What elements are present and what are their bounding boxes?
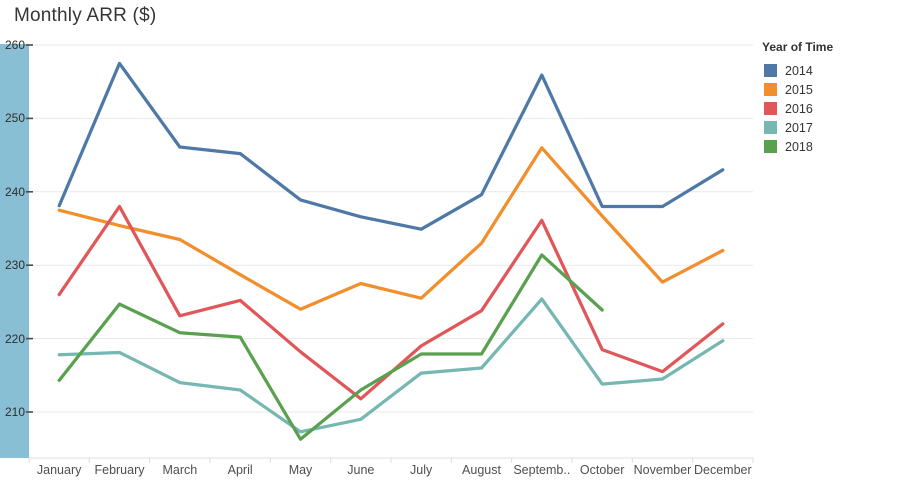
x-tick-label[interactable]: May: [288, 463, 313, 477]
y-tick-label[interactable]: 210: [4, 405, 25, 419]
legend-swatch: [764, 140, 777, 153]
legend-title: Year of Time: [762, 40, 834, 54]
legend-item-2016[interactable]: 2016: [762, 99, 897, 118]
x-tick-label[interactable]: October: [579, 463, 625, 477]
y-tick-label[interactable]: 260: [4, 38, 25, 52]
legend-swatch: [764, 64, 777, 77]
legend: Year of Time 2014 2015 2016 2017 2018: [762, 40, 897, 156]
series-line-2014[interactable]: [57, 61, 725, 231]
legend-label: 2014: [785, 63, 813, 78]
x-tick-label[interactable]: March: [162, 463, 198, 477]
legend-label: 2018: [785, 139, 813, 154]
x-tick-label[interactable]: July: [410, 463, 433, 477]
y-axis-highlight-band[interactable]: [0, 44, 29, 458]
x-tick-label[interactable]: November: [633, 463, 692, 477]
y-tick-label[interactable]: 220: [4, 331, 25, 346]
x-tick-label[interactable]: Septemb..: [513, 463, 571, 477]
x-tick-label[interactable]: February: [94, 463, 145, 477]
series-line-2018[interactable]: [57, 253, 604, 441]
series-line-2017[interactable]: [57, 297, 725, 434]
legend-item-2017[interactable]: 2017: [762, 118, 897, 137]
series-line-2015[interactable]: [57, 146, 725, 311]
x-tick-label[interactable]: June: [347, 463, 375, 477]
legend-item-2018[interactable]: 2018: [762, 137, 897, 156]
legend-label: 2017: [785, 120, 813, 135]
x-tick-label[interactable]: December: [693, 463, 752, 477]
legend-label: 2015: [785, 82, 813, 97]
legend-swatch: [764, 121, 777, 134]
legend-item-2014[interactable]: 2014: [762, 61, 897, 80]
legend-swatch: [764, 83, 777, 96]
legend-items: 2014 2015 2016 2017 2018: [762, 61, 897, 156]
x-tick-label[interactable]: January: [36, 463, 82, 477]
y-tick-label[interactable]: 250: [4, 111, 25, 126]
legend-label: 2016: [785, 101, 813, 116]
legend-item-2015[interactable]: 2015: [762, 80, 897, 99]
x-tick-label[interactable]: April: [227, 463, 253, 477]
y-tick-label[interactable]: 230: [4, 258, 25, 273]
legend-swatch: [764, 102, 777, 115]
y-tick-label[interactable]: 240: [4, 184, 25, 199]
chart-title: Monthly ARR ($): [14, 5, 157, 26]
x-tick-label[interactable]: August: [462, 463, 501, 477]
